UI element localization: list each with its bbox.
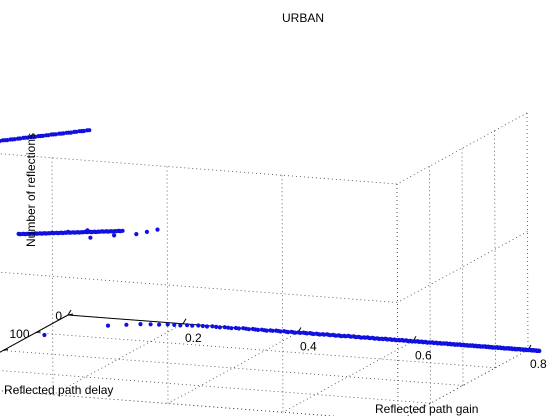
z-axis-label: Number of reflections xyxy=(24,133,38,247)
data-point xyxy=(214,324,219,329)
data-point xyxy=(87,128,92,133)
x-tick-label: 0.2 xyxy=(185,331,202,345)
y-tick-label: 0 xyxy=(55,309,62,323)
grid-line xyxy=(429,166,431,404)
data-point xyxy=(138,322,143,327)
grid-line xyxy=(396,112,528,185)
data-point xyxy=(196,323,201,328)
data-point xyxy=(155,227,160,232)
grid-line xyxy=(0,153,398,185)
data-point xyxy=(190,323,195,328)
data-point xyxy=(105,323,111,328)
grid-line xyxy=(0,370,431,404)
data-point xyxy=(178,323,183,328)
data-point xyxy=(304,331,310,336)
data-point xyxy=(200,323,205,329)
grid-line xyxy=(396,183,399,416)
y-tick-label: 100 xyxy=(9,327,29,341)
data-point xyxy=(222,325,227,330)
data-point xyxy=(537,348,542,354)
chart-tick-labels: 0.20.40.60.80100200300400123 xyxy=(9,309,547,371)
grid-line xyxy=(0,390,338,416)
x-axis-label: Reflected path gain xyxy=(375,402,478,416)
data-point xyxy=(61,131,66,136)
chart-axes xyxy=(0,309,532,353)
x-tick-label: 0.8 xyxy=(530,357,547,371)
grid-line xyxy=(35,332,496,369)
data-point xyxy=(134,232,139,237)
data-point xyxy=(12,137,17,142)
data-point xyxy=(185,323,190,328)
grid-line xyxy=(282,340,414,413)
data-point xyxy=(165,322,170,327)
data-point xyxy=(5,138,10,143)
data-point xyxy=(293,330,298,335)
data-point xyxy=(112,233,117,238)
x-tick-label: 0.4 xyxy=(300,340,317,354)
data-point xyxy=(210,324,215,329)
data-point xyxy=(68,130,74,135)
data-point xyxy=(42,332,47,338)
data-point xyxy=(298,330,303,335)
data-point xyxy=(286,330,291,335)
data-point xyxy=(33,134,38,139)
data-point xyxy=(226,325,231,330)
y-axis-line xyxy=(0,314,69,353)
data-point xyxy=(18,136,23,141)
data-point xyxy=(148,322,153,327)
data-point xyxy=(246,327,251,332)
data-point xyxy=(53,132,58,137)
data-point xyxy=(85,228,90,233)
data-point xyxy=(256,327,261,332)
data-point xyxy=(81,128,86,134)
chart-data-points xyxy=(0,128,542,354)
data-point xyxy=(270,328,275,333)
grid-line xyxy=(52,323,184,396)
chart-title: URBAN xyxy=(282,11,324,25)
grid-line xyxy=(406,349,529,416)
data-point xyxy=(217,325,222,330)
data-point xyxy=(66,229,71,234)
data-point xyxy=(124,322,129,327)
data-point xyxy=(236,326,241,331)
grid-line xyxy=(2,350,464,386)
grid-line xyxy=(0,314,69,353)
x-tick-mark xyxy=(67,309,72,316)
y-tick-mark xyxy=(67,313,74,316)
grid-line xyxy=(461,148,464,386)
data-point xyxy=(278,329,283,334)
chart-grid xyxy=(0,112,529,416)
data-point xyxy=(88,235,93,240)
data-point xyxy=(264,328,269,333)
x-tick-mark xyxy=(182,318,187,325)
data-point xyxy=(172,322,177,327)
grid-line xyxy=(281,175,284,413)
grid-line xyxy=(397,231,528,303)
data-point xyxy=(229,326,234,331)
grid-line xyxy=(0,271,398,303)
data-point xyxy=(157,322,162,327)
data-point xyxy=(144,229,149,234)
grid-line xyxy=(51,157,54,395)
y-axis-label: Reflected path delay xyxy=(4,383,113,397)
x-tick-label: 0.6 xyxy=(415,348,432,362)
data-point xyxy=(120,228,125,233)
y-tick-mark xyxy=(2,349,9,351)
data-point xyxy=(204,324,210,329)
data-point xyxy=(40,133,46,138)
grid-line xyxy=(167,332,299,404)
grid-line xyxy=(166,166,169,404)
y-tick-mark xyxy=(35,331,41,334)
